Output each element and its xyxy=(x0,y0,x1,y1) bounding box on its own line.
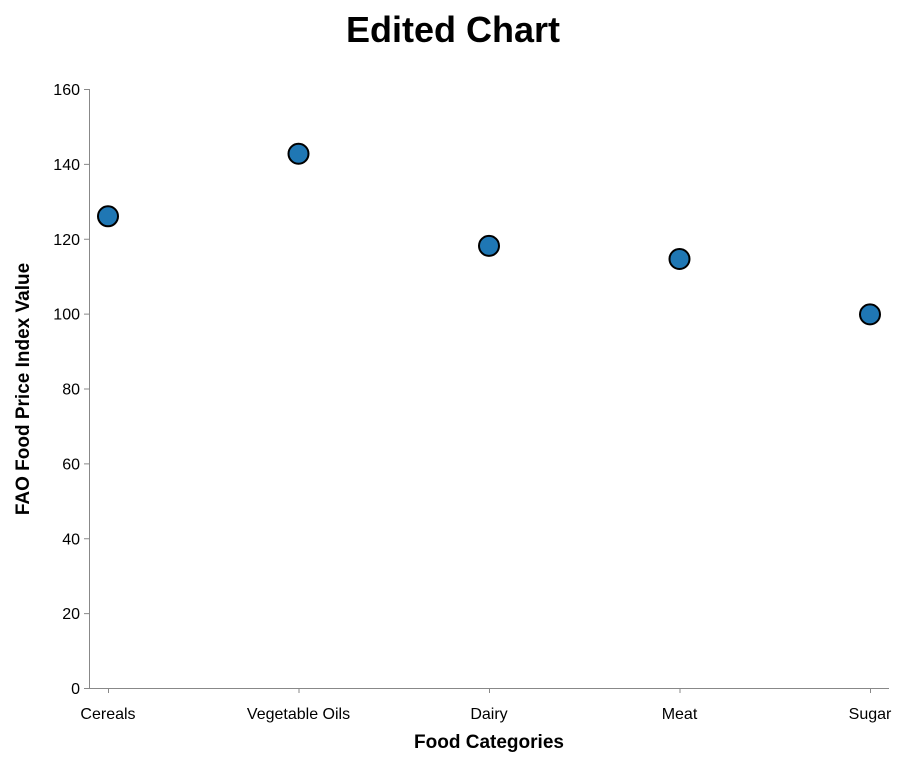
y-tick-label: 0 xyxy=(71,681,80,698)
y-tick-label: 140 xyxy=(53,157,80,174)
data-point[interactable] xyxy=(287,142,310,165)
y-tick-label: 100 xyxy=(53,307,80,324)
y-tick-label: 60 xyxy=(62,456,80,473)
x-tick-label: Sugar xyxy=(849,706,892,723)
data-point[interactable] xyxy=(478,234,500,257)
y-tick-label: 80 xyxy=(62,382,80,399)
data-point[interactable] xyxy=(97,205,119,228)
y-axis-title: FAO Food Price Index Value xyxy=(13,263,34,515)
x-tick-label: Dairy xyxy=(470,706,507,723)
x-tick-label: Vegetable Oils xyxy=(247,706,350,723)
data-points xyxy=(97,142,881,326)
x-tick-label: Cereals xyxy=(80,706,135,723)
y-tick-label: 120 xyxy=(53,232,80,249)
x-axis-title: Food Categories xyxy=(414,732,564,753)
y-tick-label: 40 xyxy=(62,531,80,548)
y-tick-label: 20 xyxy=(62,606,80,623)
chart-title: Edited Chart xyxy=(346,9,560,50)
x-tick-label: Meat xyxy=(662,706,698,723)
data-point[interactable] xyxy=(859,303,881,326)
x-axis: Cereals Vegetable Oils Dairy Meat Sugar xyxy=(80,688,892,723)
y-tick-label: 160 xyxy=(53,82,80,99)
y-axis: 0 20 40 60 80 100 120 140 160 xyxy=(53,82,90,698)
data-point[interactable] xyxy=(668,247,691,270)
